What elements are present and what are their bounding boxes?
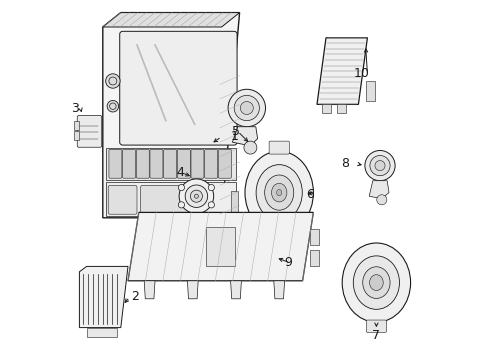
Text: 2: 2: [132, 291, 140, 303]
Text: 6: 6: [306, 188, 314, 201]
Polygon shape: [232, 127, 258, 146]
Polygon shape: [79, 266, 128, 328]
Circle shape: [106, 74, 120, 88]
FancyBboxPatch shape: [136, 149, 149, 178]
Circle shape: [377, 195, 387, 205]
Circle shape: [208, 202, 215, 208]
FancyBboxPatch shape: [150, 149, 163, 178]
Circle shape: [228, 89, 266, 127]
Ellipse shape: [256, 165, 302, 221]
Text: 3: 3: [72, 102, 79, 114]
Ellipse shape: [363, 267, 390, 298]
Ellipse shape: [353, 256, 399, 309]
FancyBboxPatch shape: [109, 149, 122, 178]
Polygon shape: [206, 227, 235, 266]
Text: 5: 5: [232, 125, 241, 138]
Text: 9: 9: [285, 256, 293, 269]
Ellipse shape: [369, 275, 383, 291]
Circle shape: [190, 190, 202, 202]
Text: 7: 7: [372, 329, 380, 342]
Bar: [106, 182, 236, 216]
FancyBboxPatch shape: [77, 116, 102, 147]
FancyBboxPatch shape: [108, 185, 137, 214]
Text: 10: 10: [353, 67, 369, 80]
Text: 1: 1: [231, 130, 239, 143]
Bar: [366, 81, 374, 101]
Circle shape: [107, 100, 119, 112]
Polygon shape: [103, 13, 240, 27]
FancyBboxPatch shape: [367, 320, 387, 332]
Ellipse shape: [265, 175, 294, 210]
Circle shape: [244, 141, 257, 154]
Circle shape: [178, 202, 185, 208]
Polygon shape: [128, 212, 314, 281]
Circle shape: [185, 185, 208, 207]
Polygon shape: [369, 181, 389, 199]
Polygon shape: [144, 281, 155, 299]
Bar: [337, 104, 346, 113]
Bar: [74, 121, 79, 130]
Bar: [310, 250, 319, 266]
Bar: [231, 191, 238, 212]
Circle shape: [375, 161, 385, 171]
Circle shape: [179, 179, 214, 213]
FancyBboxPatch shape: [219, 149, 231, 178]
FancyBboxPatch shape: [191, 149, 204, 178]
Text: 4: 4: [176, 166, 184, 179]
Polygon shape: [103, 13, 240, 218]
Ellipse shape: [271, 183, 287, 202]
Circle shape: [240, 102, 253, 114]
Circle shape: [208, 184, 215, 191]
FancyBboxPatch shape: [164, 149, 176, 178]
FancyBboxPatch shape: [177, 149, 190, 178]
FancyBboxPatch shape: [205, 149, 218, 178]
FancyBboxPatch shape: [269, 141, 289, 154]
Ellipse shape: [245, 151, 314, 234]
FancyBboxPatch shape: [141, 185, 202, 214]
Bar: [106, 148, 236, 180]
Bar: [74, 131, 79, 140]
Polygon shape: [274, 281, 285, 299]
Circle shape: [365, 150, 395, 181]
FancyBboxPatch shape: [122, 149, 136, 178]
Bar: [310, 229, 319, 245]
Text: 8: 8: [342, 157, 349, 170]
Circle shape: [234, 95, 259, 121]
Polygon shape: [231, 281, 242, 299]
Bar: [322, 104, 331, 113]
Ellipse shape: [342, 243, 411, 322]
Circle shape: [195, 194, 198, 198]
Circle shape: [178, 184, 185, 191]
Polygon shape: [317, 38, 368, 104]
FancyBboxPatch shape: [120, 31, 237, 145]
Bar: [87, 328, 117, 337]
Polygon shape: [187, 281, 198, 299]
Circle shape: [370, 156, 390, 176]
Ellipse shape: [277, 189, 282, 196]
